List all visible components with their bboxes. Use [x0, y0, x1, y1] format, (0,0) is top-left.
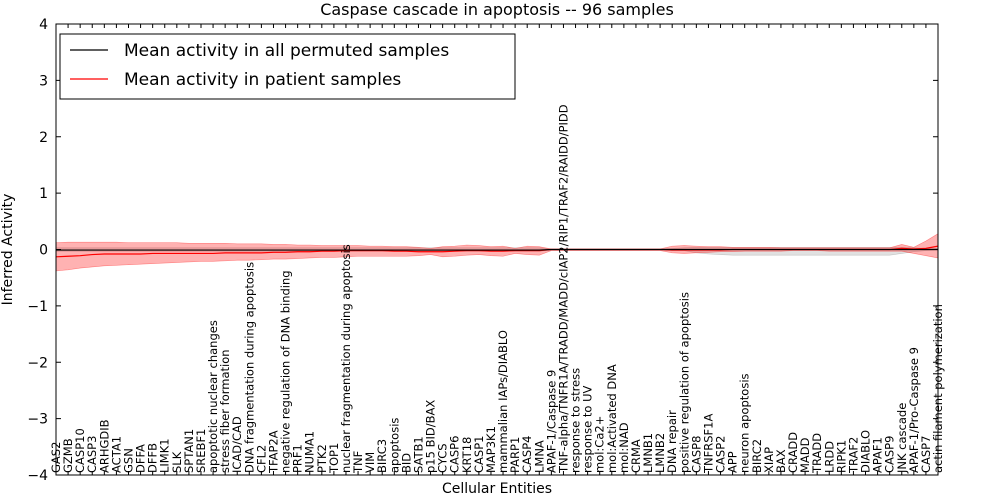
- x-category-label: MAP3K1: [484, 426, 498, 473]
- x-category-label: TOP1: [327, 443, 341, 474]
- y-tick-label: 4: [39, 17, 48, 33]
- legend: Mean activity in all permuted samples Me…: [59, 33, 516, 100]
- x-category-label: SPTAN1: [182, 429, 196, 473]
- x-category-label: DIABLO: [859, 430, 873, 473]
- x-category-label: SATB1: [411, 436, 425, 473]
- x-category-label: APAF1: [871, 437, 885, 473]
- x-category-label: CASP7: [919, 436, 933, 473]
- y-tick-label: −2: [27, 355, 48, 371]
- x-category-label: ICAD/CAD: [230, 416, 244, 473]
- y-axis-title: Inferred Activity: [0, 194, 16, 306]
- confidence-bands: [55, 233, 939, 272]
- x-category-label: CASP3: [85, 436, 99, 473]
- x-category-label: PRF1: [291, 444, 305, 473]
- x-category-label: XIAP: [762, 447, 776, 473]
- x-category-label: CASP6: [448, 436, 462, 473]
- x-category-label: TNF: [351, 451, 365, 474]
- y-tick-label: 1: [39, 186, 48, 202]
- x-category-label: apoptotic nuclear changes: [206, 320, 220, 473]
- x-category-label: CASP2: [714, 436, 728, 473]
- x-category-label: mol:Ca2+: [593, 416, 607, 473]
- x-category-label: DFFA: [134, 444, 148, 473]
- x-category-label: LMNA: [532, 440, 546, 473]
- x-category-label: APP: [726, 451, 740, 473]
- chart-title: Caspase cascade in apoptosis -- 96 sampl…: [320, 0, 674, 19]
- x-category-label: apoptosis: [387, 418, 401, 473]
- x-category-label: response to UV: [581, 385, 595, 473]
- x-category-label: BAX: [774, 449, 788, 473]
- x-category-label: SREBF1: [194, 429, 208, 473]
- x-category-label: APAF-1/Caspase 9: [544, 370, 558, 473]
- x-category-label: MADD: [798, 437, 812, 473]
- legend-label-permuted: Mean activity in all permuted samples: [124, 41, 449, 61]
- x-category-label: ARHGDIB: [97, 419, 111, 473]
- x-category-label: TNFRSF1A: [701, 414, 715, 474]
- x-category-label: GSN: [121, 448, 135, 473]
- x-category-label: DNA fragmentation during apoptosis: [242, 262, 256, 473]
- x-category-label: LMNB2: [653, 433, 667, 473]
- x-category-label: neuron apoptosis: [738, 373, 752, 473]
- y-tick-label: 3: [39, 73, 48, 89]
- legend-label-patient: Mean activity in patient samples: [124, 70, 401, 90]
- x-category-label: RIPK1: [834, 440, 848, 473]
- x-category-label: response to stress: [569, 368, 583, 473]
- x-category-label: GAS2: [49, 442, 63, 473]
- x-category-label: PTK2: [315, 444, 329, 473]
- y-tick-label: 0: [39, 243, 48, 259]
- x-category-label: BID: [399, 453, 413, 473]
- x-category-label: CRMA: [629, 439, 643, 473]
- x-category-label: CASP9: [883, 436, 897, 473]
- x-category-label: BIRC2: [750, 439, 764, 473]
- x-category-label: mammalian IAPs/DIABLO: [496, 330, 510, 473]
- x-category-label: LIMK1: [158, 438, 172, 473]
- y-tick-label: −1: [27, 299, 48, 315]
- x-category-label: p15 BID/BAX: [424, 400, 438, 473]
- x-category-label: TRADD: [810, 433, 824, 474]
- x-category-label: APAF-1/Pro-Caspase 9: [907, 347, 921, 473]
- x-category-label: CYCS: [436, 443, 450, 473]
- x-category-label: CASP8: [689, 436, 703, 473]
- x-category-label: CFL2: [254, 445, 268, 473]
- x-category-label: VIM: [363, 452, 377, 473]
- y-tick-label: −3: [27, 412, 48, 428]
- y-axis-ticks: −4 −3 −2 −1 0 1 2 3 4: [27, 17, 938, 484]
- x-category-label: ACTA1: [109, 436, 123, 473]
- x-category-label: mol:Activated DNA: [605, 364, 619, 473]
- x-category-label: nuclear fragmentation during apoptosis: [339, 244, 353, 473]
- x-category-label: KRT18: [460, 437, 474, 473]
- x-category-label: PARP1: [508, 437, 522, 473]
- x-category-label: BIRC3: [375, 439, 389, 473]
- series-lines: [55, 245, 939, 258]
- x-category-label: JNK cascade: [895, 403, 909, 474]
- x-category-label: CRADD: [786, 432, 800, 473]
- x-category-label: DFFB: [146, 443, 160, 473]
- x-category-label: TNF-alpha/TNFR1A/TRADD/MADD/cIAP2/RIP1/T…: [556, 104, 570, 474]
- x-category-label: mol:NAD: [617, 422, 631, 473]
- x-category-label: NUMA1: [303, 431, 317, 473]
- x-category-label: actin filament polymerization: [931, 304, 945, 473]
- x-category-label: GZMB: [61, 438, 75, 473]
- x-category-label: TFAP2A: [266, 430, 280, 474]
- x-category-label: LMNB1: [641, 433, 655, 473]
- x-category-label: negative regulation of DNA binding: [279, 270, 293, 473]
- x-category-label: stress fiber formation: [218, 349, 232, 473]
- x-category-label: LRDD: [822, 441, 836, 473]
- x-category-label: positive regulation of apoptosis: [677, 292, 691, 473]
- x-category-label: TRAF2: [846, 437, 860, 474]
- y-tick-label: −4: [27, 468, 48, 484]
- x-category-label: SLK: [170, 451, 184, 473]
- y-tick-label: 2: [39, 130, 48, 146]
- x-axis-ticks: [55, 24, 939, 475]
- x-category-label: CASP10: [73, 428, 87, 473]
- permuted-mean-line: [56, 248, 938, 251]
- x-axis-title: Cellular Entities: [442, 481, 552, 497]
- x-category-label: CASP4: [520, 436, 534, 473]
- legend-box: [59, 33, 516, 100]
- x-category-label: DNA repair: [665, 410, 679, 473]
- category-labels: GAS2GZMBCASP10CASP3ARHGDIBACTA1GSNDFFADF…: [49, 104, 945, 474]
- x-category-label: CASP1: [472, 436, 486, 473]
